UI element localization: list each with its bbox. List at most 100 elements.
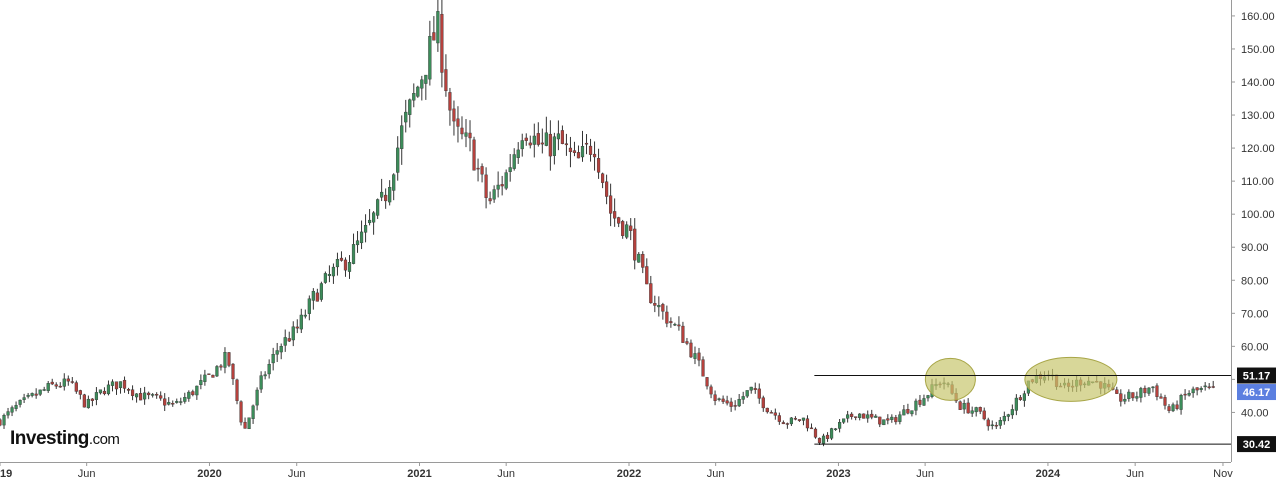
candle: [1203, 382, 1207, 391]
candle: [151, 393, 155, 398]
candle: [673, 322, 677, 327]
candle: [725, 395, 729, 406]
candle: [283, 329, 287, 352]
candle: [962, 399, 966, 414]
candle-body-up: [335, 259, 340, 268]
candle-body-down: [1163, 397, 1167, 406]
y-tick-label: 160.00: [1241, 11, 1275, 23]
candle: [508, 154, 512, 182]
highlight-ellipse: [924, 357, 976, 401]
candle: [801, 417, 806, 426]
candle: [287, 331, 291, 343]
candle: [303, 309, 307, 319]
candle-body-up: [372, 212, 376, 223]
candle-body-down: [1211, 386, 1215, 388]
candle: [653, 295, 657, 313]
candle-body-up: [267, 364, 271, 375]
candle-body-down: [70, 381, 74, 383]
candle-body-down: [697, 352, 701, 361]
candle: [347, 255, 352, 279]
candle-body-down: [641, 254, 645, 268]
candle-body-up: [717, 398, 721, 401]
candle: [693, 346, 697, 365]
candle: [998, 417, 1002, 429]
candle: [524, 133, 528, 146]
candle-body-down: [588, 145, 593, 155]
candle: [906, 403, 910, 415]
candle: [829, 427, 834, 441]
candle: [745, 390, 749, 398]
candle-body-down: [191, 391, 195, 396]
candle-body-up: [400, 125, 404, 149]
candle-body-up: [347, 262, 352, 272]
candle: [625, 221, 629, 240]
candle: [838, 418, 842, 433]
last-price-badge-bg: [1237, 384, 1276, 401]
candle: [143, 386, 147, 405]
candle-body-up: [990, 424, 994, 427]
candle: [600, 172, 605, 189]
candle-body-up: [247, 417, 251, 430]
candle: [275, 342, 279, 363]
candle: [94, 387, 99, 406]
candle-body-down: [592, 153, 597, 158]
candle-body-up: [291, 326, 295, 341]
candle-body-down: [126, 388, 131, 391]
candle-body-up: [1191, 388, 1195, 394]
candle-body-down: [54, 384, 58, 387]
candle-body-up: [259, 375, 263, 390]
candle-body-down: [484, 174, 488, 198]
candle-body-down: [781, 422, 785, 425]
candle: [584, 134, 589, 155]
candle-body-down: [452, 108, 456, 122]
candle: [874, 414, 878, 418]
candle: [279, 343, 283, 360]
candle: [0, 418, 2, 427]
y-tick-label: 60.00: [1241, 341, 1269, 353]
candle-body-down: [629, 225, 633, 231]
candle-body-up: [520, 140, 524, 150]
candle-body-down: [159, 395, 163, 399]
candle: [1151, 386, 1155, 393]
candle-body-down: [1115, 389, 1119, 394]
candle-body-down: [661, 304, 665, 312]
candle-body-down: [729, 401, 733, 407]
candle-body-up: [203, 374, 207, 382]
candle-body-down: [163, 398, 167, 406]
candle-body-up: [303, 314, 307, 317]
candle-body-up: [801, 417, 806, 421]
y-tick-label: 140.00: [1241, 77, 1275, 89]
candle-body-up: [914, 400, 918, 411]
candle-body-down: [958, 401, 962, 410]
candle-body-down: [600, 173, 605, 183]
candle: [990, 420, 994, 430]
level-badge: 30.42: [1237, 436, 1276, 453]
candle-body-up: [516, 149, 520, 158]
candle-body-down: [50, 381, 54, 385]
candle: [1199, 386, 1203, 393]
y-tick-label: 70.00: [1241, 308, 1269, 320]
candle: [428, 20, 432, 86]
candle: [488, 191, 492, 205]
candle-body-down: [854, 416, 858, 418]
candle-body-up: [1171, 404, 1175, 412]
candle: [372, 211, 376, 235]
candle-body-up: [376, 199, 380, 216]
candle-body-up: [464, 132, 468, 137]
candle-body-down: [231, 363, 235, 380]
candle-body-down: [114, 381, 119, 390]
candle-body-up: [106, 384, 111, 395]
candle-body-up: [532, 135, 536, 145]
last-price-badge-label: 46.17: [1243, 387, 1271, 399]
candle-body-down: [1195, 387, 1199, 391]
candle-body-up: [492, 189, 496, 200]
candle-body-up: [255, 389, 259, 406]
candle: [809, 423, 814, 430]
candle: [721, 395, 725, 404]
candle-body-down: [765, 407, 769, 413]
candle-body-down: [564, 143, 569, 146]
candle: [2, 413, 6, 429]
candle-body-up: [1006, 414, 1010, 417]
candle: [66, 375, 70, 386]
